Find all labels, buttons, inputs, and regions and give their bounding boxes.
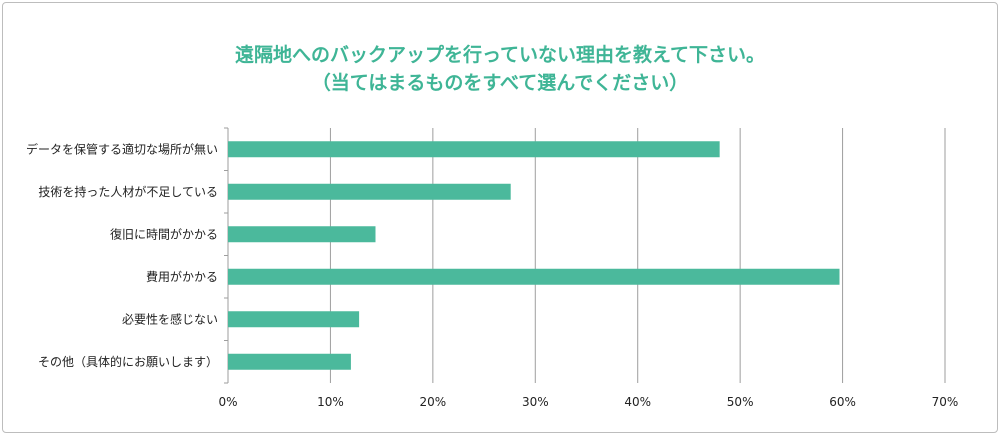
category-label: 必要性を感じない: [122, 311, 218, 326]
x-tick-label: 60%: [829, 395, 856, 409]
bar: [228, 268, 840, 285]
bar: [228, 141, 720, 158]
bar: [228, 183, 511, 200]
x-tick-label: 70%: [932, 395, 959, 409]
x-tick-label: 50%: [727, 395, 754, 409]
bar: [228, 353, 351, 370]
x-tick-label: 10%: [317, 395, 344, 409]
chart-title-line2: （当てはまるものをすべて選んでください）: [311, 72, 689, 94]
x-tick-label: 0%: [218, 395, 237, 409]
chart-title-line1: 遠隔地へのバックアップを行っていない理由を教えて下さい。: [234, 44, 766, 66]
x-tick-label: 30%: [522, 395, 549, 409]
x-tick-label: 20%: [420, 395, 447, 409]
bar: [228, 226, 376, 243]
category-label: 技術を持った人材が不足している: [38, 184, 218, 199]
bar: [228, 311, 360, 328]
x-tick-label: 40%: [624, 395, 651, 409]
category-label: データを保管する適切な場所が無い: [26, 141, 218, 156]
category-label: 費用がかかる: [146, 269, 218, 284]
category-label: その他（具体的にお願いします）: [38, 354, 218, 369]
category-label: 復旧に時間がかかる: [110, 226, 218, 241]
